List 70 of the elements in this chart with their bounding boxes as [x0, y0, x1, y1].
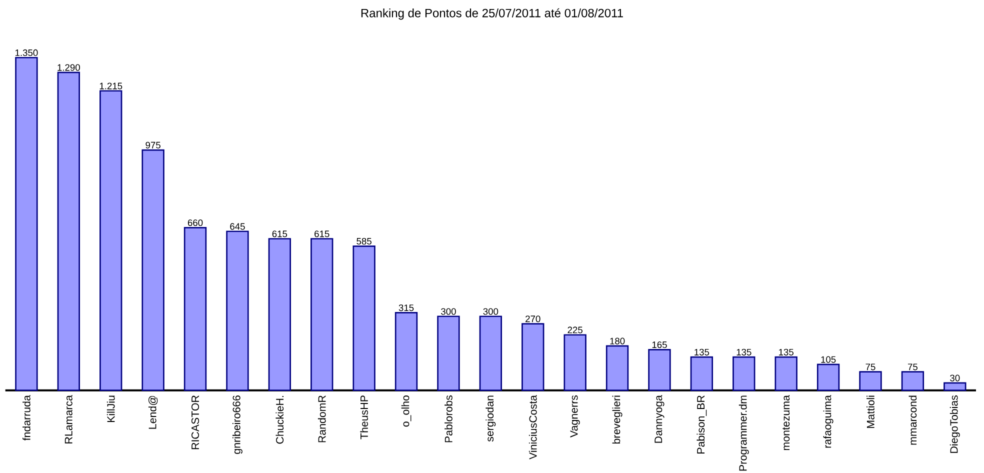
x-tick-label: o_olho: [401, 395, 412, 427]
bar: [732, 356, 756, 391]
x-tick-label: Pablorobs: [444, 395, 452, 442]
bar: [57, 72, 80, 391]
bar: [859, 371, 882, 391]
bar: [100, 90, 122, 391]
data-label: 30: [950, 374, 960, 382]
x-tick-label: Lend@: [148, 396, 158, 429]
x-tick-label: fndarruda: [22, 395, 30, 441]
x-tick-label: sergiodan: [486, 396, 496, 442]
data-label: 1.350: [15, 49, 38, 56]
x-tick-label: Programmer.dm: [738, 396, 749, 471]
x-tick-label: RandomR: [318, 396, 326, 442]
bar: [142, 149, 164, 391]
x-tick-label: gnribeiro666: [232, 396, 242, 454]
bar: [522, 323, 544, 391]
data-label: 300: [483, 308, 498, 315]
data-label: 1.215: [100, 82, 122, 90]
x-tick-label: KillJiu: [106, 396, 115, 422]
x-tick-label: ChuckieH.: [276, 396, 284, 444]
data-label: 645: [230, 223, 245, 230]
x-tick-label: TheusHP: [360, 396, 368, 440]
data-label: 75: [908, 364, 918, 370]
x-tick-label: mmarcond: [908, 396, 917, 445]
data-label: 180: [610, 338, 625, 344]
x-tick-label: Vagnerrs: [570, 395, 580, 438]
data-label: 615: [314, 230, 330, 238]
data-label: 75: [866, 364, 876, 370]
bar: [268, 238, 291, 391]
bar: [437, 316, 460, 391]
data-label: 615: [272, 230, 288, 238]
x-tick-label: Pabison_BR: [696, 396, 707, 454]
x-tick-label: breveglieri: [612, 396, 622, 444]
bar: [352, 245, 376, 391]
bar: [310, 238, 334, 391]
data-label: 300: [441, 308, 456, 315]
data-label: 105: [821, 356, 836, 363]
data-label: 225: [568, 326, 582, 334]
data-label: 165: [652, 341, 667, 348]
bar: [564, 334, 586, 391]
bar: [648, 348, 671, 391]
data-label: 1.290: [58, 64, 80, 71]
bar: [901, 371, 924, 391]
data-label: 975: [146, 142, 160, 148]
x-tick-label: RLamarca: [64, 395, 72, 444]
bar: [774, 356, 798, 391]
x-tick-label: RICASTOR: [191, 396, 200, 450]
bar: [479, 316, 502, 391]
x-tick-label: DiegoTobias: [950, 395, 960, 453]
bar: [606, 345, 629, 391]
x-tick-label: ViniciusCosta: [528, 395, 537, 460]
bar: [226, 230, 249, 391]
x-tick-label: rafaoguima: [823, 395, 834, 448]
x-tick-label: Dannyoga: [654, 395, 664, 443]
bar: [944, 382, 966, 391]
data-label: 270: [526, 316, 540, 322]
bar: [15, 56, 38, 391]
data-label: 660: [188, 219, 203, 226]
data-label: 135: [694, 348, 710, 356]
data-label: 135: [779, 348, 794, 356]
chart-title: Ranking de Pontos de 25/07/2011 até 01/08/2011: [361, 8, 623, 20]
bar: [394, 312, 418, 391]
x-tick-label: Mattioli: [866, 396, 874, 428]
bar: [816, 364, 840, 391]
data-label: 585: [356, 238, 372, 245]
x-tick-label: montezuma: [782, 395, 790, 450]
data-label: 135: [736, 348, 752, 356]
bar: [690, 356, 714, 391]
bar: [184, 227, 207, 391]
data-label: 315: [398, 304, 414, 312]
